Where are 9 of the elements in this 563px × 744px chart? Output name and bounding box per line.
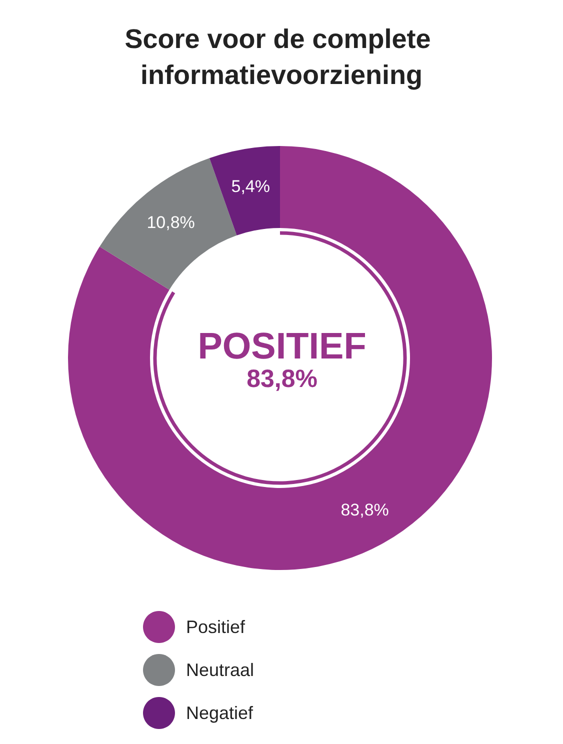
data-label: 5,4% — [231, 177, 270, 196]
chart-title: Score voor de complete informatievoorziening — [124, 24, 438, 90]
text: POSITIEF — [198, 326, 366, 366]
text: 83,8% — [340, 500, 389, 520]
legend-label: Negatief — [186, 703, 254, 723]
legend-label: Positief — [186, 617, 246, 637]
legend-label: Neutraal — [186, 660, 254, 680]
data-label: 10,8% — [146, 213, 195, 232]
data-label: 83,8% — [246, 365, 318, 393]
